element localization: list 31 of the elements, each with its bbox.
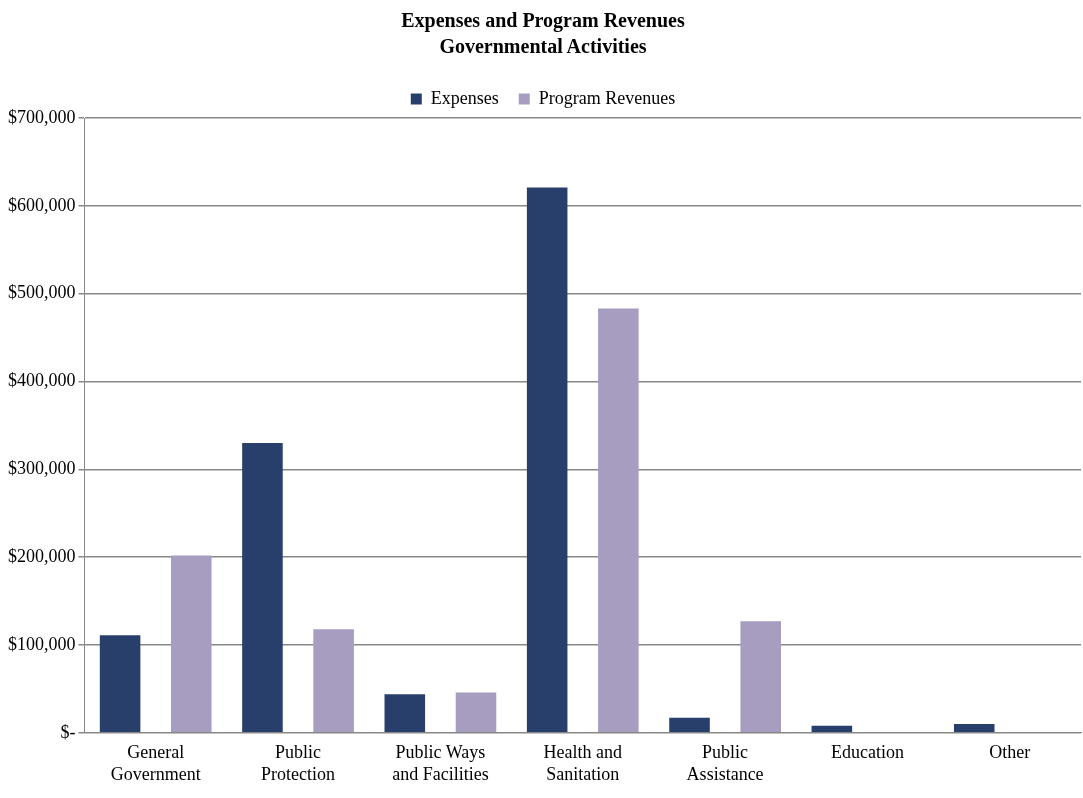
y-tick-label: $500,000 xyxy=(8,282,76,303)
bar xyxy=(598,308,639,733)
x-tick-label: Public Protection xyxy=(261,742,336,784)
bar xyxy=(811,725,853,733)
legend-label: Expenses xyxy=(430,87,499,108)
x-tick-label: Health and Sanitation xyxy=(543,742,622,784)
x-tick-label: Public Ways and Facilities xyxy=(392,742,489,784)
bar xyxy=(669,717,710,733)
x-tick-label: Other xyxy=(989,742,1031,763)
y-tick-label: $- xyxy=(60,721,76,742)
bar xyxy=(242,442,283,733)
y-tick-label: $100,000 xyxy=(8,633,76,654)
bar xyxy=(384,694,426,733)
bar xyxy=(953,724,995,733)
bar xyxy=(740,621,781,733)
y-tick-label: $600,000 xyxy=(8,194,76,215)
x-tick-label: General Government xyxy=(110,742,201,784)
chart-title: Expenses and Program Revenues xyxy=(401,9,685,33)
y-tick-label: $300,000 xyxy=(8,458,76,479)
bar xyxy=(526,187,568,733)
bar xyxy=(313,629,354,733)
y-tick-label: $200,000 xyxy=(8,545,76,566)
x-tick-label: Public Assistance xyxy=(686,742,764,784)
x-tick-label: Education xyxy=(830,742,904,763)
bar xyxy=(455,692,497,733)
y-tick-label: $400,000 xyxy=(8,370,76,391)
bar xyxy=(99,635,141,733)
chart-subtitle: Governmental Activities xyxy=(439,35,647,58)
bar xyxy=(170,555,212,733)
legend-label: Program Revenues xyxy=(538,87,676,108)
y-tick-label: $700,000 xyxy=(8,106,76,127)
